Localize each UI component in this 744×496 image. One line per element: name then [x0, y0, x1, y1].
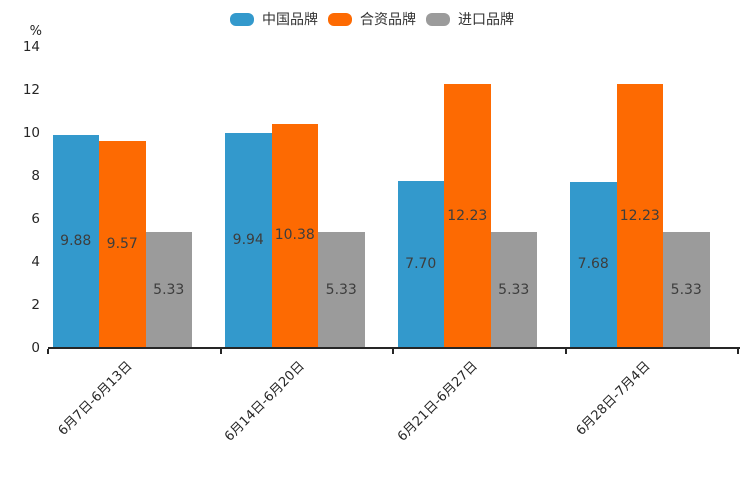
y-axis-tick-label: 2: [31, 297, 40, 313]
bar-value-label: 5.33: [325, 281, 357, 298]
legend-swatch: [426, 12, 450, 26]
bar-value-label: 12.23: [619, 207, 660, 224]
x-axis-tick-mark: [737, 349, 739, 354]
bar-value-label: 5.33: [670, 281, 702, 298]
bar-value-label: 5.33: [498, 281, 530, 298]
legend: 中国品牌 合资品牌 进口品牌: [0, 9, 744, 29]
bar-合资品牌: [99, 141, 146, 347]
x-axis-category-label: 6月28日-7月4日: [573, 358, 654, 439]
bar-value-label: 5.33: [153, 281, 185, 298]
bar-中国品牌: [570, 181, 617, 347]
y-axis-tick-label: 8: [31, 168, 40, 184]
y-axis-tick-label: 10: [22, 125, 40, 141]
bar-value-label: 7.68: [577, 256, 609, 273]
legend-label: 中国品牌: [262, 12, 318, 28]
y-axis-tick-label: 14: [22, 39, 40, 55]
bar-进口品牌: [318, 232, 365, 347]
bar-中国品牌: [225, 133, 272, 347]
bar-value-label: 9.94: [232, 232, 264, 249]
x-axis-tick-mark: [564, 349, 567, 354]
legend-item: 合资品牌: [328, 9, 416, 29]
bar-合资品牌: [616, 84, 663, 347]
y-axis-tick-label: 4: [31, 254, 40, 270]
legend-swatch: [328, 12, 352, 26]
legend-item: 进口品牌: [426, 9, 514, 29]
bar-进口品牌: [490, 232, 537, 347]
bar-value-label: 9.88: [60, 232, 92, 249]
x-axis-category-label: 6月14日-6月20日: [222, 358, 309, 445]
bar-value-label: 9.57: [106, 236, 138, 253]
legend-label: 合资品牌: [360, 12, 416, 28]
x-axis-line: [48, 347, 740, 349]
y-axis-tick-label: 12: [22, 82, 40, 98]
y-axis-tick-label: 0: [31, 340, 40, 356]
legend-swatch: [230, 12, 254, 26]
bar-合资品牌: [271, 123, 318, 347]
bar-value-label: 10.38: [274, 227, 315, 244]
bar-value-label: 12.23: [447, 207, 488, 224]
bar-中国品牌: [397, 181, 444, 347]
legend-label: 进口品牌: [458, 12, 514, 28]
legend-item: 中国品牌: [230, 9, 318, 29]
bar-合资品牌: [444, 84, 491, 347]
x-axis-tick-mark: [219, 349, 222, 354]
x-axis-tick-mark: [392, 349, 394, 354]
x-axis-tick-mark: [47, 349, 49, 354]
x-axis-category-label: 6月21日-6月27日: [394, 358, 481, 445]
y-axis-unit-label: %: [29, 24, 42, 39]
bar-中国品牌: [52, 134, 99, 347]
bar-进口品牌: [145, 232, 192, 347]
bar-value-label: 7.70: [405, 256, 437, 273]
bar-进口品牌: [663, 232, 710, 347]
y-axis-tick-label: 6: [31, 211, 40, 227]
x-axis-category-label: 6月7日-6月13日: [55, 358, 136, 439]
